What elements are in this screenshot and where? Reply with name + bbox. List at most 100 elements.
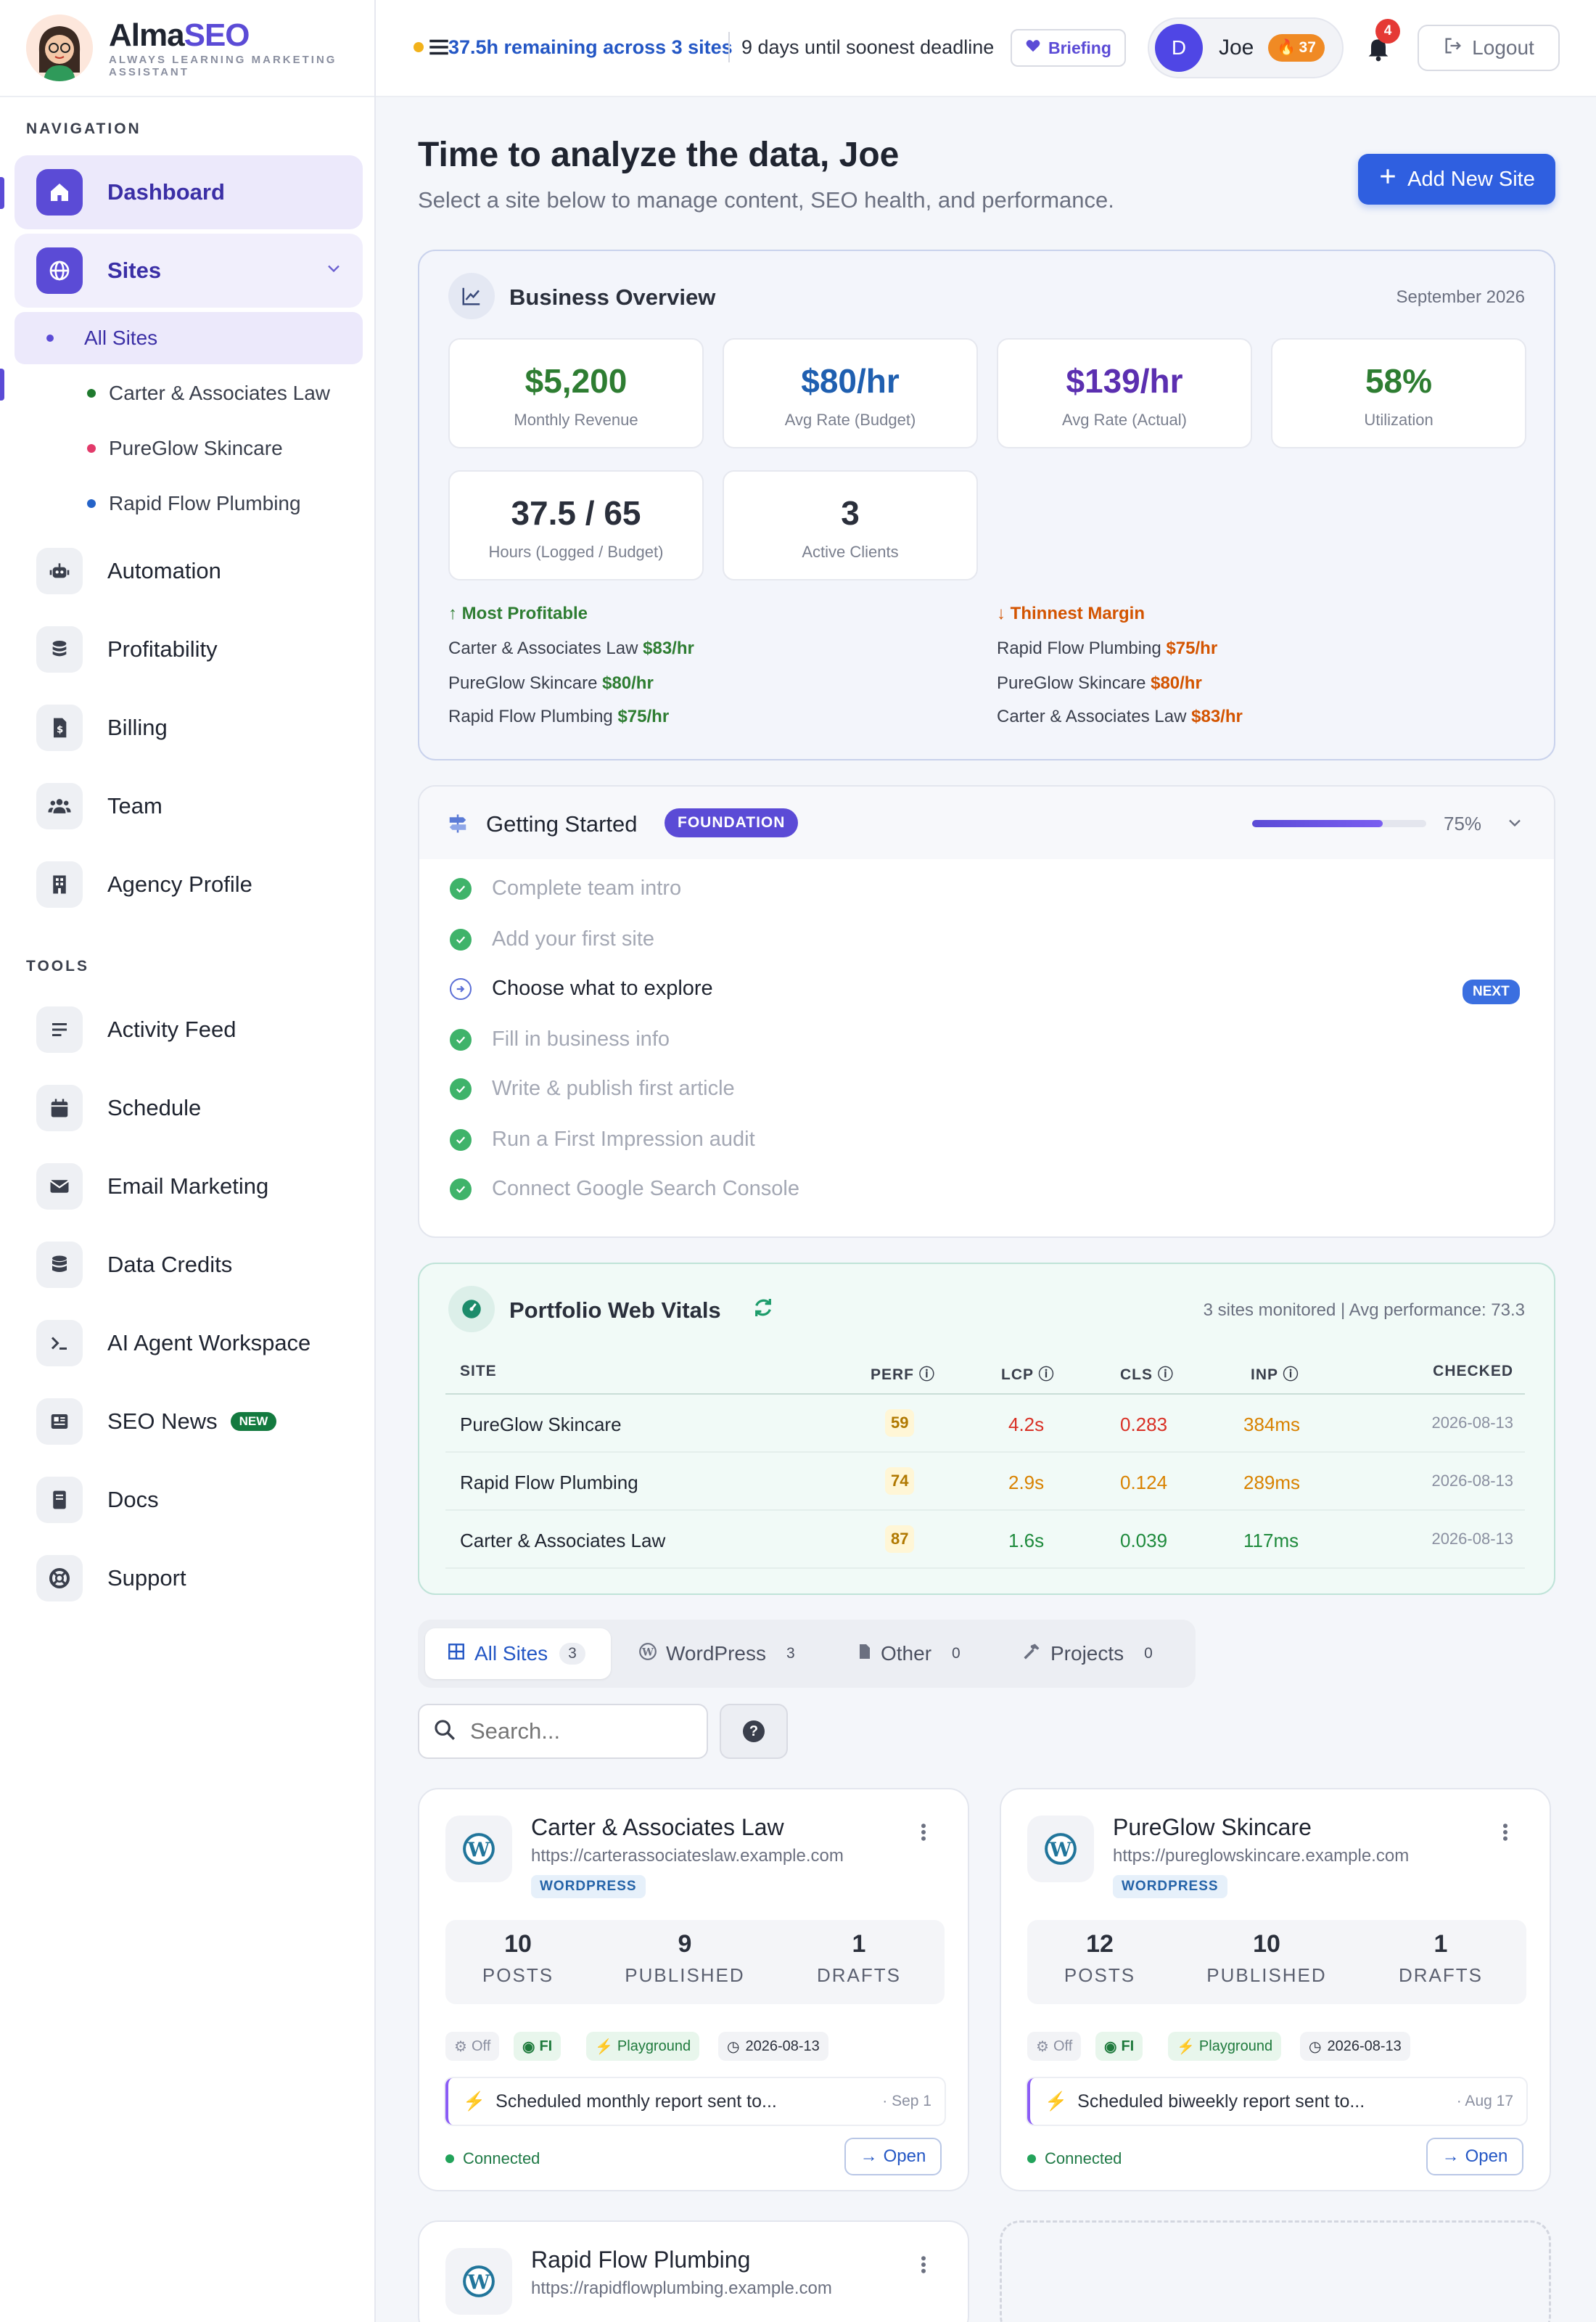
stat-value: 58%	[1365, 362, 1433, 400]
activity-item[interactable]: ⚡ Scheduled monthly report sent to... · Se…	[445, 2078, 945, 2125]
sidebar-subitem-carter[interactable]: Carter & Associates Law	[15, 367, 363, 419]
sidebar-item-billing[interactable]: $ Billing	[15, 691, 363, 765]
tab-wordpress[interactable]: W WordPress 3	[638, 1628, 804, 1679]
next-badge: NEXT	[1463, 980, 1520, 1004]
envelope-icon	[36, 1163, 83, 1210]
stat-utilization: 58% Utilization	[1271, 338, 1526, 448]
overview-period: September 2026	[1396, 287, 1525, 307]
search-help-button[interactable]: ?	[720, 1704, 788, 1759]
sidebar-subitem-all-sites[interactable]: All Sites	[15, 312, 363, 364]
playground-chip[interactable]: ⚡ Playground	[1168, 2032, 1282, 2061]
sidebar-item-data-credits[interactable]: Data Credits	[15, 1228, 363, 1302]
streak-badge: 🔥 37	[1268, 34, 1325, 62]
sidebar-item-sites[interactable]: Sites	[15, 234, 363, 308]
site-url[interactable]: https://pureglowskincare.example.com	[1113, 1846, 1410, 1866]
sidebar-item-support[interactable]: Support	[15, 1541, 363, 1615]
fi-chip[interactable]: ◉ FI	[1095, 2032, 1143, 2061]
open-site-button[interactable]: → Open	[844, 2138, 942, 2175]
sidebar-item-team[interactable]: Team	[15, 769, 363, 843]
menu-icon[interactable]	[427, 35, 451, 63]
tab-projects[interactable]: Projects 0	[1021, 1628, 1161, 1679]
eye-icon: ◉	[1104, 2038, 1117, 2055]
fi-chip[interactable]: ◉ FI	[514, 2032, 562, 2061]
checklist-item[interactable]: Write & publish first article	[450, 1077, 735, 1101]
automation-chip[interactable]: ⚙ Off	[1027, 2032, 1082, 2061]
gauge-icon	[448, 1286, 495, 1332]
site-card[interactable]: W Carter & Associates Law https://carter…	[418, 1788, 969, 2191]
add-site-placeholder[interactable]	[1000, 2220, 1551, 2322]
sidebar-item-activity-feed[interactable]: Activity Feed	[15, 993, 363, 1067]
site-card[interactable]: W Rapid Flow Plumbing https://rapidflowp…	[418, 2220, 969, 2322]
table-row[interactable]: Carter & Associates Law 87 1.6s 0.039 11…	[445, 1511, 1525, 1569]
platform-badge: WORDPRESS	[531, 1875, 646, 1898]
check-icon	[450, 1078, 472, 1100]
kebab-menu-icon[interactable]	[1502, 1821, 1509, 1849]
user-menu[interactable]: D Joe 🔥 37	[1148, 17, 1344, 78]
bell-icon[interactable]	[1364, 32, 1393, 67]
search-icon	[432, 1718, 457, 1746]
search-box[interactable]	[418, 1704, 708, 1759]
table-row[interactable]: PureGlow Skincare 59 4.2s 0.283 384ms 20…	[445, 1395, 1525, 1453]
table-row[interactable]: Rapid Flow Plumbing 74 2.9s 0.124 289ms …	[445, 1453, 1525, 1511]
sidebar-item-seo-news[interactable]: SEO News NEW	[15, 1384, 363, 1459]
connection-status: Connected	[1027, 2149, 1122, 2168]
site-url[interactable]: https://carterassociateslaw.example.com	[531, 1846, 844, 1866]
automation-chip[interactable]: ⚙ Off	[445, 2032, 500, 2061]
logout-button[interactable]: Logout	[1418, 25, 1560, 71]
site-name: Carter & Associates Law	[997, 707, 1187, 726]
add-new-site-button[interactable]: Add New Site	[1358, 154, 1555, 205]
sidebar-subitem-label: Carter & Associates Law	[109, 382, 331, 404]
checklist-item[interactable]: Connect Google Search Console	[450, 1177, 799, 1201]
sidebar-item-schedule[interactable]: Schedule	[15, 1071, 363, 1145]
tab-label: Projects	[1050, 1642, 1124, 1665]
playground-chip[interactable]: ⚡ Playground	[586, 2032, 700, 2061]
sidebar-subitem-pureglow[interactable]: PureGlow Skincare	[15, 422, 363, 475]
briefing-button[interactable]: Briefing	[1011, 29, 1126, 67]
sidebar-item-profitability[interactable]: Profitability	[15, 612, 363, 686]
robot-icon: ⚙	[454, 2038, 467, 2055]
chevron-down-icon[interactable]	[1505, 813, 1525, 837]
refresh-icon[interactable]	[752, 1296, 775, 1323]
site-name[interactable]: PureGlow Skincare	[1113, 1814, 1312, 1840]
perf-score: 74	[885, 1467, 915, 1495]
sidebar-item-dashboard[interactable]: Dashboard	[15, 155, 363, 229]
tab-other[interactable]: Other 0	[856, 1628, 969, 1679]
sidebar-item-docs[interactable]: Docs	[15, 1463, 363, 1537]
checklist-item[interactable]: Complete team intro	[450, 877, 681, 901]
plug-icon: ⚡	[1177, 2038, 1195, 2055]
site-card[interactable]: W PureGlow Skincare https://pureglowskin…	[1000, 1788, 1551, 2191]
checklist-item[interactable]: Fill in business info	[450, 1027, 670, 1051]
stat-published: 9 PUBLISHED	[612, 1930, 757, 1987]
sidebar-item-ai-agent-workspace[interactable]: AI Agent Workspace	[15, 1306, 363, 1380]
stat-published: 10 PUBLISHED	[1194, 1930, 1339, 1987]
sidebar-subitem-rapidflow[interactable]: Rapid Flow Plumbing	[15, 477, 363, 530]
checklist-item[interactable]: Add your first site	[450, 927, 654, 951]
svg-text:W: W	[641, 1646, 654, 1658]
search-input[interactable]	[470, 1718, 688, 1744]
tab-all-sites[interactable]: All Sites 3	[425, 1628, 611, 1679]
hours-remaining[interactable]: 37.5h remaining across 3 sites	[448, 36, 733, 58]
open-site-button[interactable]: → Open	[1426, 2138, 1523, 2175]
sidebar-subitem-label: PureGlow Skincare	[109, 437, 283, 459]
chevron-down-icon[interactable]	[324, 258, 344, 282]
sidebar-item-email-marketing[interactable]: Email Marketing	[15, 1149, 363, 1223]
site-rate: $75/hr	[617, 707, 670, 726]
sidebar-item-automation[interactable]: Automation	[15, 534, 363, 608]
checklist-item[interactable]: Run a First Impression audit	[450, 1128, 755, 1152]
activity-item[interactable]: ⚡ Scheduled biweekly report sent to... · A…	[1027, 2078, 1526, 2125]
checklist-label: Run a First Impression audit	[492, 1128, 755, 1151]
sidebar-item-agency-profile[interactable]: Agency Profile	[15, 848, 363, 922]
active-indicator	[0, 177, 4, 209]
kebab-menu-icon[interactable]	[920, 1821, 927, 1849]
site-url[interactable]: https://rapidflowplumbing.example.com	[531, 2278, 832, 2298]
site-name[interactable]: Carter & Associates Law	[531, 1814, 784, 1840]
arrow-right-icon: →	[860, 2146, 878, 2166]
most-profitable-row: Rapid Flow Plumbing $75/hr	[448, 707, 669, 727]
site-name[interactable]: Rapid Flow Plumbing	[531, 2247, 751, 2273]
kebab-menu-icon[interactable]	[920, 2254, 927, 2281]
checklist-label: Complete team intro	[492, 877, 682, 900]
checklist-item-current[interactable]: Choose what to explore	[450, 977, 713, 1001]
thinnest-margin-row: Rapid Flow Plumbing $75/hr	[997, 639, 1217, 659]
chip-label: Playground	[1198, 2038, 1273, 2054]
bullet-icon	[46, 335, 54, 342]
